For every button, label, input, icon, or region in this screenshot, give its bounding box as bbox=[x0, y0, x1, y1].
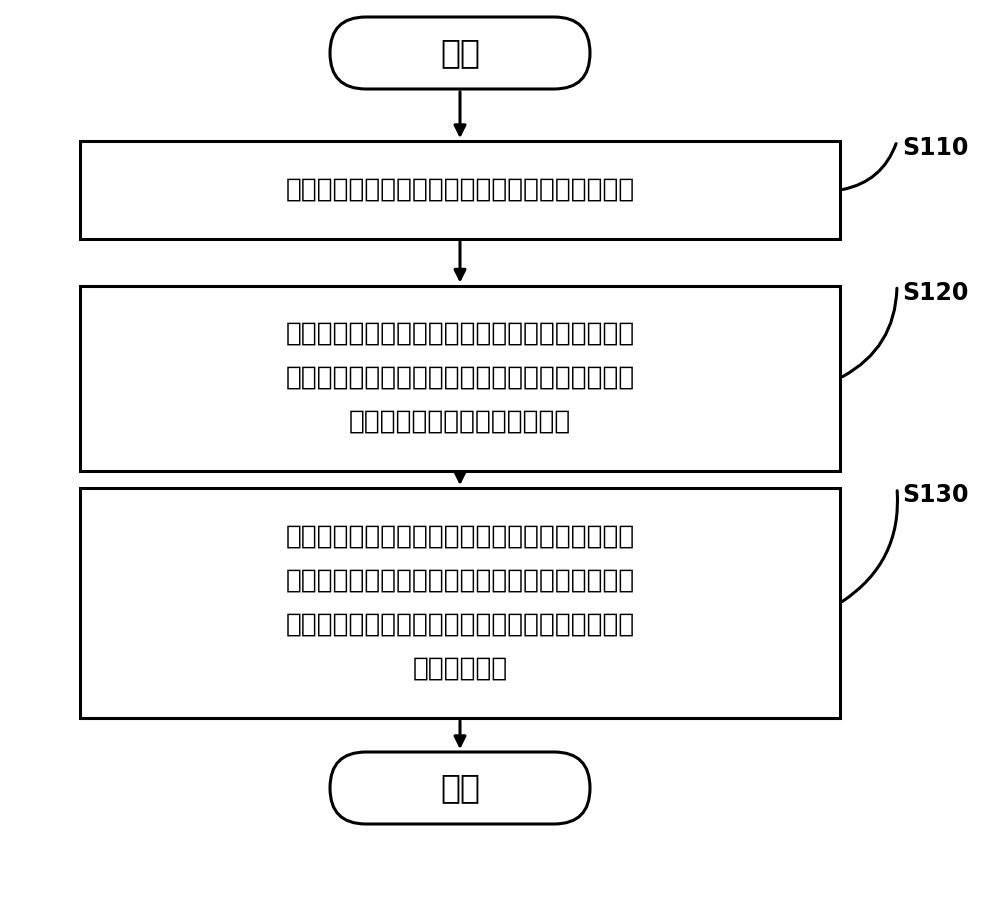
Text: 结束: 结束 bbox=[440, 772, 480, 804]
Text: 获取本风力发电机组的当前上风侧的风速变化数据: 获取本风力发电机组的当前上风侧的风速变化数据 bbox=[285, 177, 635, 203]
FancyBboxPatch shape bbox=[80, 141, 840, 239]
Text: S130: S130 bbox=[902, 483, 968, 507]
Text: 根据本风力发电机组测得的风速数据与当前上风侧: 根据本风力发电机组测得的风速数据与当前上风侧 bbox=[285, 321, 635, 347]
Text: 否与当前上风侧的风速变化匹配: 否与当前上风侧的风速变化匹配 bbox=[349, 409, 571, 435]
Text: 开始: 开始 bbox=[440, 36, 480, 70]
Text: 进行变桨控制: 进行变桨控制 bbox=[412, 656, 508, 682]
FancyBboxPatch shape bbox=[80, 285, 840, 470]
Text: 如果本风力发电机组的风速变化与当前上风侧的风: 如果本风力发电机组的风速变化与当前上风侧的风 bbox=[285, 524, 635, 550]
FancyBboxPatch shape bbox=[80, 488, 840, 718]
FancyBboxPatch shape bbox=[330, 17, 590, 89]
Text: S110: S110 bbox=[902, 136, 968, 160]
Text: 速变化匹配，且当前的转速在预定转速范围内，则: 速变化匹配，且当前的转速在预定转速范围内，则 bbox=[285, 568, 635, 594]
Text: S120: S120 bbox=[902, 281, 968, 304]
Text: 根据当前上风侧的风速变化数据对本风力发电机组: 根据当前上风侧的风速变化数据对本风力发电机组 bbox=[285, 612, 635, 638]
FancyBboxPatch shape bbox=[330, 752, 590, 824]
Text: 的风速变化数据确定本风力发电机组的风速变化是: 的风速变化数据确定本风力发电机组的风速变化是 bbox=[285, 365, 635, 391]
